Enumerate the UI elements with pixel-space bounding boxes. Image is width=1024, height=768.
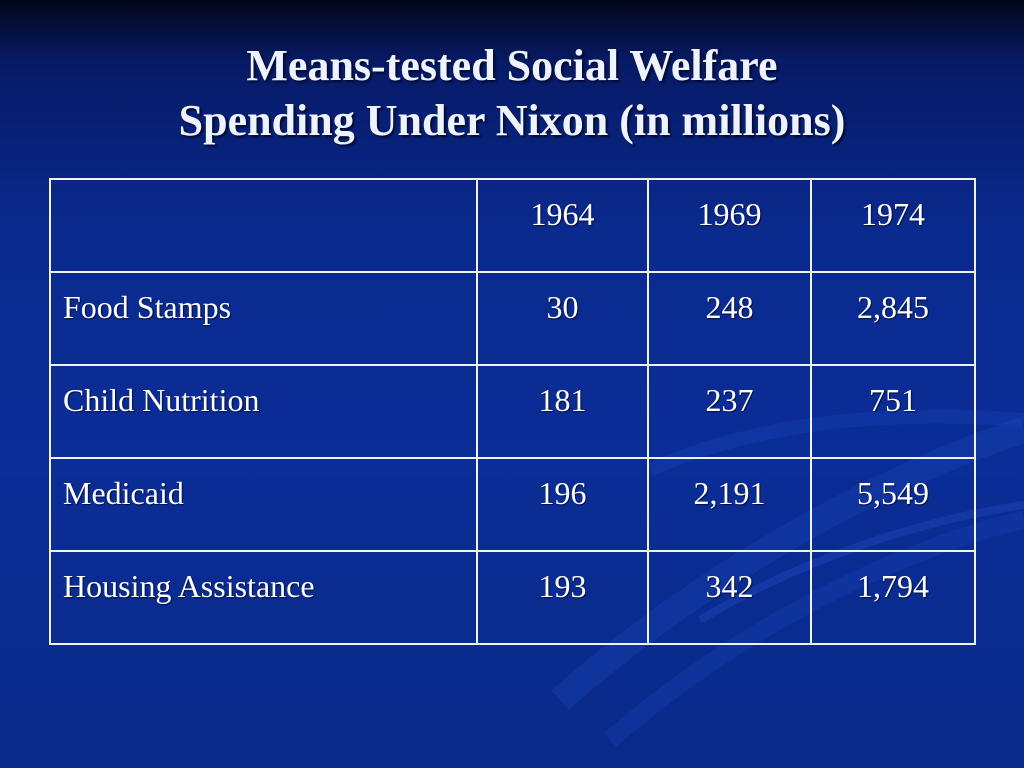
- table-cell: 342: [647, 550, 812, 645]
- table-cell: 30: [476, 271, 649, 366]
- table-cell: 1,794: [810, 550, 976, 645]
- title-line-1: Means-tested Social Welfare: [246, 41, 778, 90]
- header-cell-1974: 1974: [810, 178, 976, 273]
- slide-title: Means-tested Social Welfare Spending Und…: [0, 38, 1024, 148]
- row-label: Housing Assistance: [49, 550, 478, 645]
- table-row: Medicaid 196 2,191 5,549: [49, 457, 976, 552]
- row-label: Medicaid: [49, 457, 478, 552]
- title-line-2: Spending Under Nixon (in millions): [178, 96, 846, 145]
- table-cell: 5,549: [810, 457, 976, 552]
- header-cell-empty: [49, 178, 478, 273]
- table-cell: 181: [476, 364, 649, 459]
- table-row: Child Nutrition 181 237 751: [49, 364, 976, 459]
- header-cell-1964: 1964: [476, 178, 649, 273]
- table-row: Housing Assistance 193 342 1,794: [49, 550, 976, 645]
- table-cell: 196: [476, 457, 649, 552]
- row-label: Food Stamps: [49, 271, 478, 366]
- table-cell: 193: [476, 550, 649, 645]
- table-cell: 2,845: [810, 271, 976, 366]
- table-cell: 751: [810, 364, 976, 459]
- header-cell-1969: 1969: [647, 178, 812, 273]
- table-cell: 248: [647, 271, 812, 366]
- table-row: Food Stamps 30 248 2,845: [49, 271, 976, 366]
- table-header-row: 1964 1969 1974: [49, 178, 976, 273]
- spending-table: 1964 1969 1974 Food Stamps 30 248 2,845 …: [49, 178, 976, 645]
- row-label: Child Nutrition: [49, 364, 478, 459]
- table-cell: 237: [647, 364, 812, 459]
- table-cell: 2,191: [647, 457, 812, 552]
